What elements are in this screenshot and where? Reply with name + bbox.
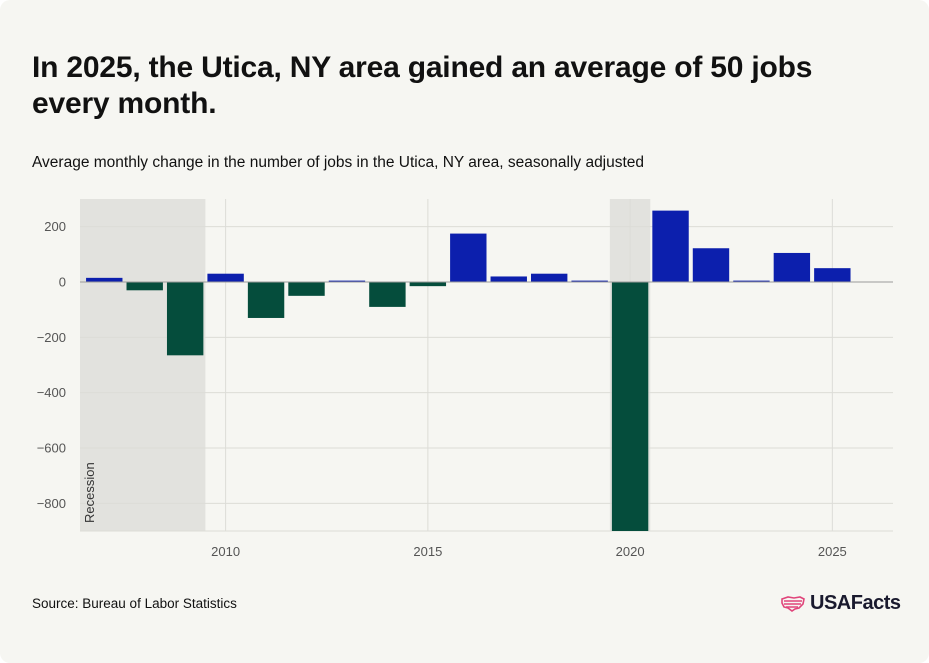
bar-2020 [611, 282, 649, 531]
bar-2021 [652, 210, 689, 282]
bar-2009 [166, 282, 204, 356]
bar-2015 [409, 282, 447, 287]
x-tick-label: 2015 [413, 544, 442, 559]
recession-band [80, 199, 206, 531]
bar-2022 [692, 248, 730, 282]
us-map-flag-icon [781, 595, 805, 612]
recession-label: Recession [82, 462, 97, 523]
bar-2024 [773, 252, 811, 282]
bar-2016 [450, 233, 487, 282]
x-tick-label: 2010 [211, 544, 240, 559]
y-tick-label: −800 [37, 496, 66, 511]
bar-2010 [207, 273, 244, 282]
bar-2012 [288, 282, 325, 296]
logo-text: USAFacts [810, 592, 901, 614]
chart-title: In 2025, the Utica, NY area gained an av… [32, 51, 813, 120]
y-tick-label: 200 [44, 219, 66, 234]
bar-2013 [328, 280, 366, 283]
x-tick-label: 2025 [818, 544, 847, 559]
usafacts-logo[interactable]: USAFacts [780, 592, 901, 615]
y-tick-label: −600 [37, 441, 66, 456]
x-tick-label: 2020 [616, 544, 645, 559]
bar-2011 [247, 282, 285, 318]
source-note: Source: Bureau of Labor Statistics [32, 596, 237, 611]
y-tick-label: −200 [37, 330, 66, 345]
bar-2007 [86, 277, 123, 282]
bar-2018 [530, 273, 568, 282]
bar-2014 [369, 282, 406, 307]
chart-subtitle: Average monthly change in the number of … [32, 154, 645, 171]
bar-2025 [814, 268, 851, 282]
bar-2023 [733, 280, 770, 283]
bar-2019 [571, 280, 608, 283]
bar-2017 [490, 276, 527, 282]
bar-2008 [126, 282, 163, 291]
y-tick-label: 0 [59, 275, 66, 290]
y-tick-label: −400 [37, 385, 66, 400]
